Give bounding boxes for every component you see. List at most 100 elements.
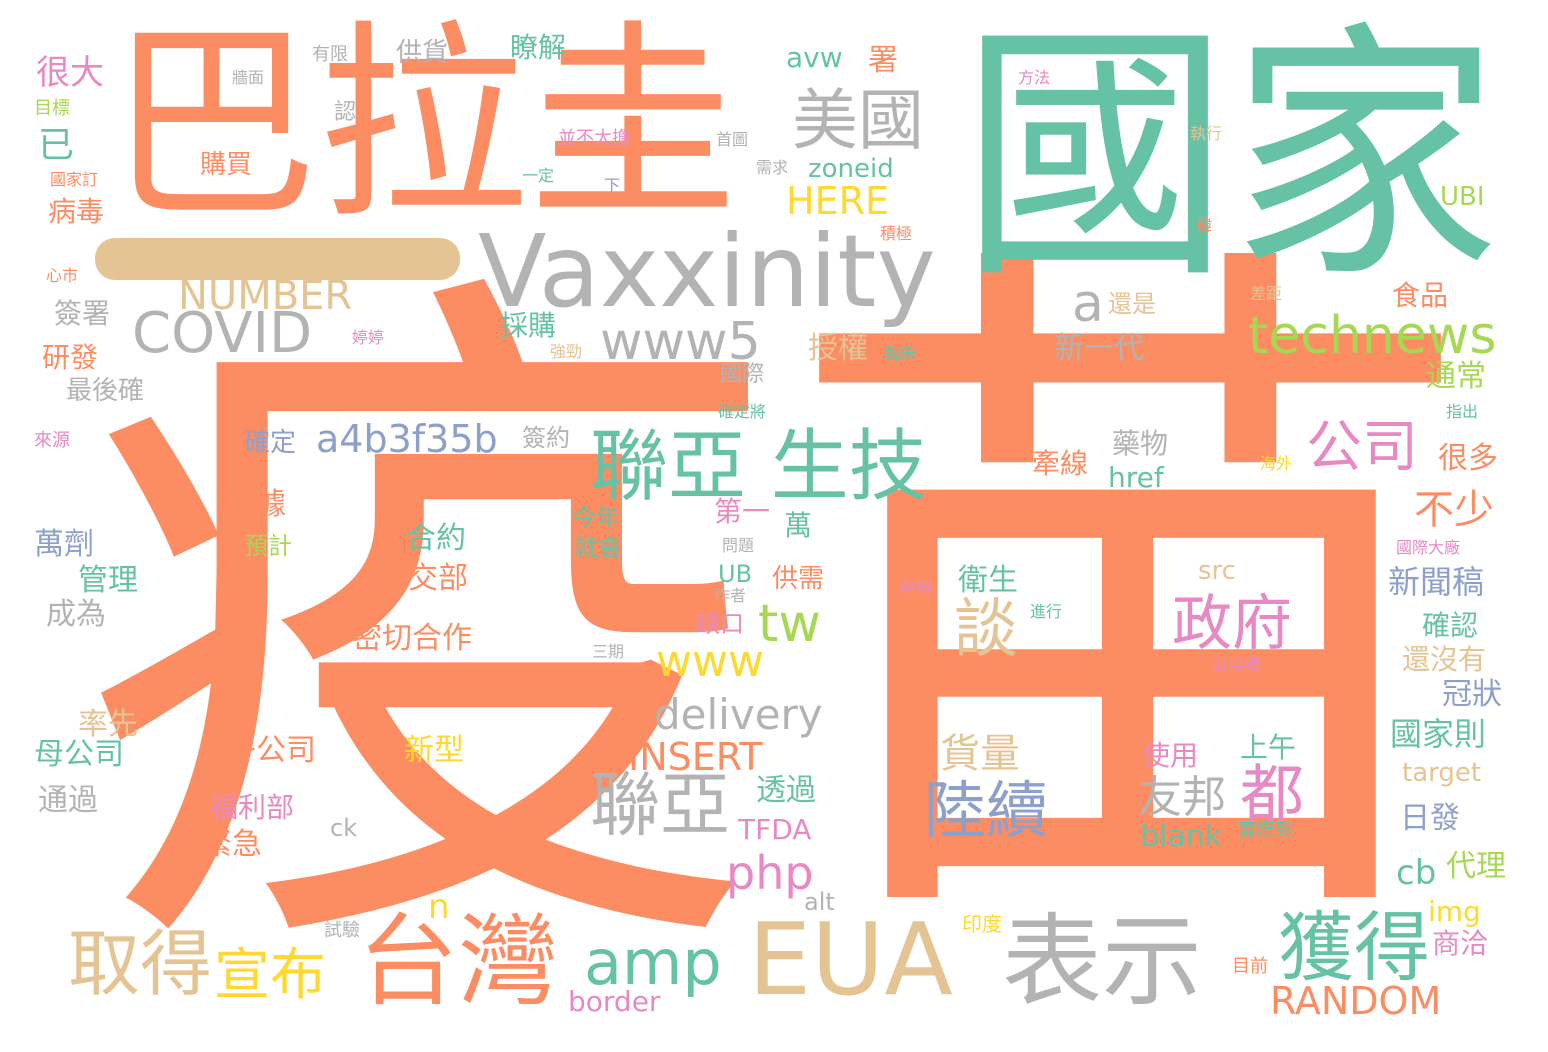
word: 通過 xyxy=(38,783,98,818)
word: 管理 xyxy=(78,563,138,598)
word: ck xyxy=(330,814,358,842)
word: 商洽 xyxy=(1432,927,1489,960)
word: 供需 xyxy=(772,564,825,594)
word: COVID xyxy=(132,301,313,366)
word: 國家則 xyxy=(1390,715,1487,753)
word: 牽線 xyxy=(1032,447,1089,480)
word: 臨床 xyxy=(884,344,917,363)
word: 病毒 xyxy=(48,195,105,228)
word: 海外 xyxy=(1260,454,1293,473)
word: EUA xyxy=(748,901,953,1018)
word: 缺口 xyxy=(696,610,744,638)
word: 日發 xyxy=(1400,801,1460,836)
word: 最後確 xyxy=(66,376,145,406)
word: 採購 xyxy=(500,309,557,342)
word: 確定 xyxy=(244,428,297,458)
word: 三期 xyxy=(592,642,625,661)
word: 就會 xyxy=(574,534,622,562)
word: 目前 xyxy=(1232,956,1268,977)
word: 使用 xyxy=(1142,739,1199,772)
word: 新型 xyxy=(404,733,464,768)
word: 確認 xyxy=(1422,609,1479,642)
word: amp xyxy=(584,926,722,999)
word: 供貨 xyxy=(396,38,449,68)
word: tw xyxy=(758,594,821,654)
word: 購買 xyxy=(200,150,253,180)
word: 產線 xyxy=(900,578,933,597)
word: 預計 xyxy=(244,532,292,560)
word: 需求 xyxy=(756,158,789,177)
word: 取得 xyxy=(68,922,213,1006)
word: www xyxy=(656,636,764,687)
word: 強勁 xyxy=(550,342,583,361)
word: 作者 xyxy=(714,586,747,605)
word: 表示 xyxy=(1002,903,1202,1020)
word: 下 xyxy=(604,176,621,195)
word: 試驗 xyxy=(324,920,360,941)
word: 國家 xyxy=(960,0,1500,314)
word: 代理 xyxy=(1446,849,1506,884)
word: alt xyxy=(804,888,835,916)
decorative-bar xyxy=(95,238,460,280)
word: 簽署 xyxy=(54,297,111,330)
word: HERE xyxy=(786,179,889,223)
word: 萬 xyxy=(784,509,813,542)
word: 印度 xyxy=(962,912,1002,936)
word: 來源 xyxy=(34,430,70,451)
word: 實際到 xyxy=(1238,820,1292,841)
word: 簽約 xyxy=(522,424,570,452)
word: 問題 xyxy=(722,536,755,555)
word: 密切合作 xyxy=(352,621,472,656)
word: avw xyxy=(786,41,843,74)
word: target xyxy=(1402,758,1482,788)
word: 國際大廠 xyxy=(1396,538,1461,557)
word: 緊急 xyxy=(202,827,262,862)
word: 國際 xyxy=(720,362,765,387)
word: Vaxxinity xyxy=(478,213,936,330)
word: 貨量 xyxy=(940,731,1020,777)
word: 聯亞 xyxy=(590,764,730,846)
word: 苗 xyxy=(780,192,1480,1007)
word: border xyxy=(568,985,661,1018)
word: 積極 xyxy=(880,224,913,243)
word: 韓 xyxy=(1196,216,1213,235)
word: href xyxy=(1108,461,1164,494)
word: 差距 xyxy=(1250,284,1283,303)
word: delivery xyxy=(654,690,823,739)
word: 子公司 xyxy=(226,733,316,768)
word: 獲得 xyxy=(1278,903,1430,992)
word: 授權 xyxy=(808,331,868,366)
word: 不少 xyxy=(1414,487,1494,533)
word: 福利部 xyxy=(210,791,295,824)
word: 陸續 xyxy=(924,774,1049,847)
word: www5 xyxy=(600,312,761,372)
word: RANDOM xyxy=(1270,979,1442,1023)
word: 很多 xyxy=(1438,441,1498,476)
word: 聯亞 生技 xyxy=(590,422,927,512)
word: 談 xyxy=(954,593,1018,667)
word: php xyxy=(726,846,814,900)
word: 還是 xyxy=(1108,290,1156,318)
word: 外交部 xyxy=(378,561,468,596)
word: 成為 xyxy=(46,597,106,632)
word: 並不太擔 xyxy=(558,128,630,149)
word: 合約 xyxy=(406,521,466,556)
word: 並接續 xyxy=(1212,656,1261,675)
word: 首圖 xyxy=(716,130,749,149)
word: 還沒有 xyxy=(1402,643,1487,676)
word: UB xyxy=(718,560,753,588)
word: 藥物 xyxy=(1112,427,1169,460)
word: 有限 xyxy=(312,44,348,65)
word: 瞭解 xyxy=(510,31,567,64)
word: 衛生 xyxy=(958,563,1018,598)
word: n xyxy=(428,887,450,927)
word: 據 xyxy=(256,487,286,522)
word: 新聞稿 xyxy=(1388,563,1485,601)
word: 萬劑 xyxy=(34,527,94,562)
word: a xyxy=(1072,274,1104,334)
word: 台灣 xyxy=(358,903,558,1020)
word: 方法 xyxy=(1018,68,1051,87)
word: 透過 xyxy=(756,773,816,808)
word: 婷婷 xyxy=(352,328,385,347)
